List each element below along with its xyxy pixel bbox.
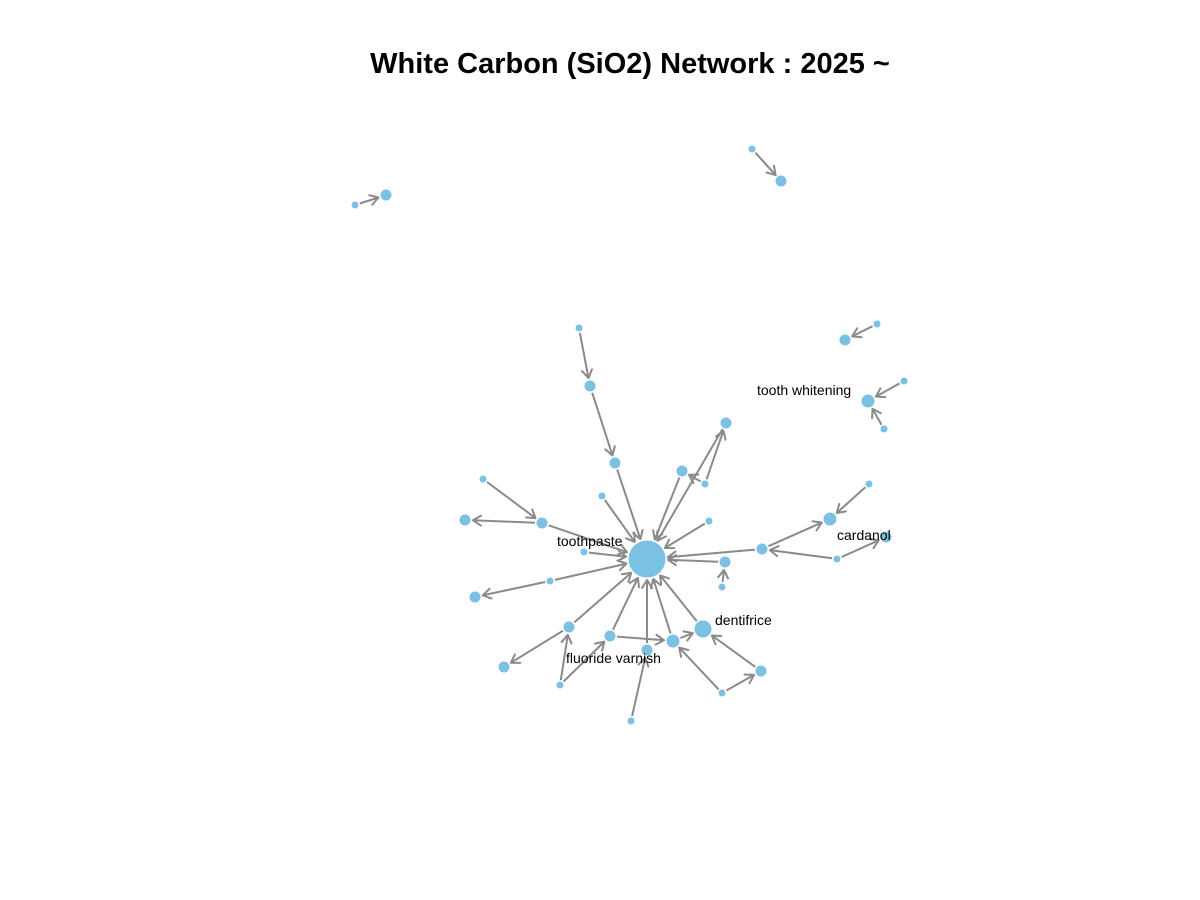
edge-dtm-to-hub <box>649 578 672 634</box>
edge-n2-to-n3 <box>705 429 727 480</box>
edge-fv-to-dtm <box>616 633 665 646</box>
edge-tw_a-to-tw <box>874 382 901 399</box>
edge-tw_b-to-tw <box>871 407 883 426</box>
edge-dtm-to-den <box>680 630 694 642</box>
node-b1 <box>562 620 576 634</box>
node-ca_b <box>832 554 842 564</box>
edge-l2-to-l3 <box>472 514 536 527</box>
node-l4 <box>478 474 488 484</box>
node-pr1 <box>872 319 882 329</box>
edge-den-to-hub <box>659 574 698 622</box>
node-l7 <box>468 590 482 604</box>
label-dentifrice: dentifrice <box>715 612 772 628</box>
node-ca_a <box>864 479 874 489</box>
edge-tl1-to-tl2 <box>359 194 380 206</box>
node-ca <box>822 511 838 527</box>
edge-br1-to-br2 <box>725 673 755 692</box>
edge-l5-to-hub <box>588 549 628 562</box>
nodes <box>350 144 909 726</box>
node-b4 <box>640 643 654 657</box>
node-dtm <box>665 633 681 649</box>
node-br2 <box>754 664 768 678</box>
edge-l1-to-hub <box>604 499 636 543</box>
edge-br2-to-den <box>710 634 756 668</box>
node-br1 <box>717 688 727 698</box>
node-tw <box>860 393 876 409</box>
node-r2 <box>704 516 714 526</box>
edge-r1-to-hub <box>667 554 719 567</box>
graph-title: White Carbon (SiO2) Network : 2025 ~ <box>370 48 890 80</box>
edge-b3-to-b1 <box>559 633 573 681</box>
node-n3 <box>719 416 733 430</box>
label-tooth-whitening: tooth whitening <box>757 382 851 398</box>
edge-b1-to-b2 <box>509 629 564 664</box>
node-fv <box>603 629 617 643</box>
node-n1 <box>675 464 689 478</box>
edge-l6-to-l7 <box>481 581 546 600</box>
node-tw_b <box>879 424 889 434</box>
node-l3 <box>458 513 472 527</box>
node-b5 <box>626 716 636 726</box>
node-n2 <box>700 479 710 489</box>
node-tl2 <box>379 188 393 202</box>
node-labels: toothpaste tooth whitening cardanol dent… <box>557 382 891 666</box>
edge-l4-to-l2 <box>486 481 537 520</box>
node-r1 <box>718 555 732 569</box>
node-rm <box>755 542 769 556</box>
edge-t3-to-hub <box>616 469 644 541</box>
label-toothpaste: toothpaste <box>557 533 623 549</box>
edge-t1-to-t2 <box>578 332 593 380</box>
edges <box>359 152 901 717</box>
node-r1b <box>717 582 727 592</box>
edge-r1b-to-r1 <box>717 568 730 583</box>
node-tw_a <box>899 376 909 386</box>
edge-tr1-to-tr2 <box>754 152 777 177</box>
node-l1 <box>597 491 607 501</box>
edge-ca_a-to-ca <box>835 486 866 514</box>
node-den <box>693 619 713 639</box>
label-fluoride-varnish: fluoride varnish <box>566 650 661 666</box>
node-tr1 <box>747 144 757 154</box>
node-pr2 <box>838 333 852 347</box>
edge-rm-to-ca <box>767 520 823 548</box>
edge-b1-to-hub <box>573 571 633 624</box>
node-t1 <box>574 323 584 333</box>
node-hub <box>627 539 667 579</box>
edge-n3-to-hub <box>656 428 724 542</box>
edge-r2-to-hub <box>663 522 706 550</box>
node-b3 <box>555 680 565 690</box>
edge-pr1-to-pr2 <box>851 325 873 339</box>
edge-ca_b-to-ca_c <box>841 538 880 558</box>
edge-l6-to-hub <box>554 559 628 581</box>
edge-rm-to-hub <box>666 548 756 563</box>
node-b2 <box>497 660 511 674</box>
node-tr2 <box>774 174 788 188</box>
node-ca_c <box>879 530 893 544</box>
edge-ca_b-to-rm <box>768 545 833 560</box>
label-cardanol: cardanol <box>837 527 891 543</box>
edge-n1-to-hub <box>652 477 681 541</box>
edge-br1-to-dtm <box>678 646 720 691</box>
node-l6 <box>545 576 555 586</box>
node-l5 <box>579 547 589 557</box>
node-t3 <box>608 456 622 470</box>
edge-b3-to-fv <box>562 640 606 683</box>
edge-t2-to-t3 <box>591 392 616 457</box>
node-l2 <box>535 516 549 530</box>
node-t2 <box>583 379 597 393</box>
edge-l2-to-hub <box>548 524 629 556</box>
node-tl1 <box>350 200 360 210</box>
edge-fv-to-hub <box>612 576 640 631</box>
edge-b5-to-b4 <box>631 656 650 717</box>
